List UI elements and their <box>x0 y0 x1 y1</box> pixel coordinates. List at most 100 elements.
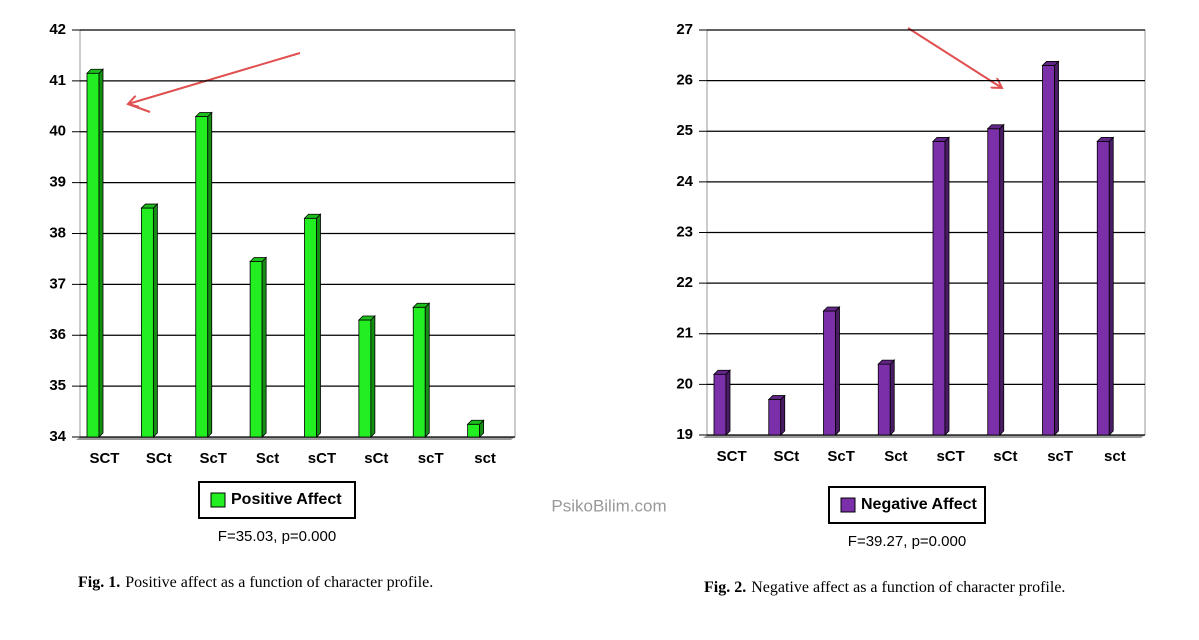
bar-side <box>725 369 731 436</box>
y-tick-label: 19 <box>676 426 693 443</box>
bar-front <box>823 310 836 436</box>
bar <box>822 306 841 436</box>
bar-side <box>152 203 158 438</box>
bar-side <box>424 302 430 438</box>
annotation-arrow <box>127 103 151 113</box>
y-tick-label: 36 <box>49 326 66 343</box>
bar-front <box>768 399 782 436</box>
caption-label: Fig. 1. <box>78 574 120 591</box>
bar-top <box>713 369 731 375</box>
bar-front <box>932 140 946 436</box>
y-tick-label: 27 <box>676 21 693 38</box>
bar-front <box>195 116 209 438</box>
bar <box>767 394 786 436</box>
bar <box>194 111 213 438</box>
x-tick-label: Sct <box>884 448 907 465</box>
y-tick-label: 35 <box>49 377 66 394</box>
x-tick-label: sCt <box>364 450 388 467</box>
bar-top <box>822 306 841 312</box>
bar-top <box>1096 136 1115 142</box>
bar <box>877 359 896 436</box>
legend-swatch <box>210 492 226 508</box>
bar-front <box>877 363 891 436</box>
bar-front <box>249 261 263 438</box>
x-tick-label: SCT <box>89 450 119 467</box>
bar-top <box>1041 61 1060 66</box>
bar-front <box>304 217 317 438</box>
bar-top <box>194 112 213 117</box>
bar-top <box>932 136 950 142</box>
bar <box>412 302 431 438</box>
bar-top <box>412 302 431 308</box>
bar-front <box>358 319 372 438</box>
x-tick-label: sCT <box>936 448 964 465</box>
x-tick-label: SCt <box>146 450 172 467</box>
y-tick-label: 41 <box>49 72 66 89</box>
x-tick-label: sct <box>1104 448 1126 465</box>
bar-side <box>261 256 267 438</box>
bar-top <box>249 257 268 262</box>
bar-front <box>412 306 426 438</box>
y-tick-label: 22 <box>676 274 693 291</box>
bar-front <box>86 72 100 438</box>
bar-side <box>835 306 840 436</box>
bar-side <box>316 213 321 438</box>
legend-label: Positive Affect <box>231 491 342 508</box>
bar <box>86 68 104 438</box>
y-tick-label: 39 <box>49 174 66 191</box>
floor <box>703 435 1145 438</box>
bar <box>140 203 159 438</box>
x-tick-label: SCT <box>717 448 747 465</box>
floor <box>76 437 515 440</box>
bar-front <box>1042 65 1055 436</box>
annotation-arrow <box>128 52 301 104</box>
bar <box>303 213 322 438</box>
bar <box>466 419 485 438</box>
legend-swatch <box>840 497 856 513</box>
bar <box>1096 136 1115 436</box>
x-tick-label: SCt <box>773 448 799 465</box>
x-tick-label: ScT <box>827 448 855 465</box>
y-tick-label: 24 <box>676 173 693 190</box>
bar <box>249 256 268 438</box>
bar-top <box>767 395 786 400</box>
y-tick-label: 38 <box>49 224 66 241</box>
bar-side <box>370 315 376 438</box>
y-tick-label: 25 <box>676 122 693 139</box>
stat-note: F=39.27, p=0.000 <box>848 533 966 550</box>
bar-top <box>357 315 376 321</box>
x-tick-label: scT <box>1047 448 1073 465</box>
bar <box>986 123 1005 436</box>
bar-side <box>207 111 213 438</box>
x-tick-label: sct <box>474 450 496 467</box>
y-tick-label: 40 <box>49 123 66 140</box>
y-tick-label: 20 <box>676 375 693 392</box>
bar-side <box>999 123 1005 436</box>
bar-front <box>713 373 727 436</box>
x-tick-label: sCT <box>308 450 336 467</box>
stat-note: F=35.03, p=0.000 <box>218 528 336 545</box>
bar-top <box>140 203 159 209</box>
bar-front <box>467 423 481 438</box>
bar-top <box>466 419 485 425</box>
x-tick-label: sCt <box>993 448 1017 465</box>
bar <box>932 136 950 436</box>
x-tick-label: scT <box>418 450 444 467</box>
bar-side <box>1054 60 1059 436</box>
y-tick-label: 21 <box>676 325 693 342</box>
y-tick-label: 34 <box>49 428 66 445</box>
caption: Fig. 2. Negative affect as a function of … <box>704 579 1065 596</box>
bar-side <box>98 68 104 438</box>
bar-top <box>86 68 104 74</box>
bar-front <box>1096 140 1110 436</box>
x-tick-label: ScT <box>199 450 227 467</box>
y-tick-label: 37 <box>49 275 66 292</box>
legend-label: Negative Affect <box>861 496 978 513</box>
caption-label: Fig. 2. <box>704 579 746 596</box>
bar-top <box>986 124 1005 130</box>
y-tick-label: 23 <box>676 223 693 240</box>
bar-side <box>944 136 950 436</box>
bar <box>713 369 731 436</box>
bar <box>1041 60 1060 436</box>
